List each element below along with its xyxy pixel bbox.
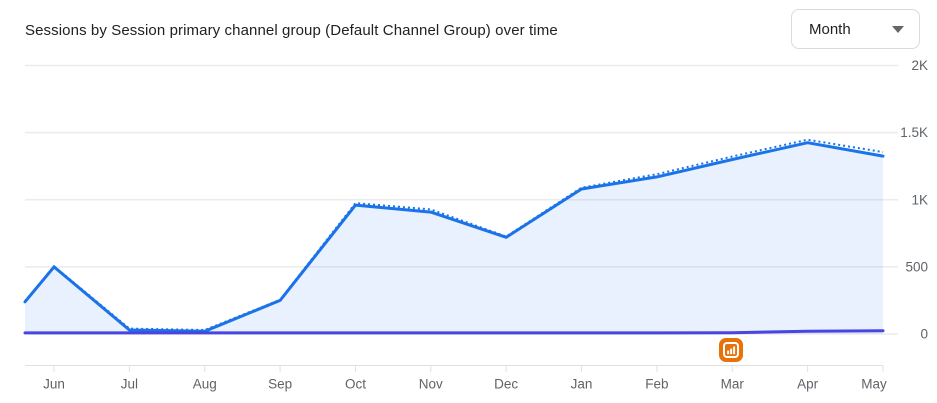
sessions-line: [23, 141, 885, 333]
x-axis-label: Jan: [571, 377, 593, 392]
chart-title: Sessions by Session primary channel grou…: [25, 22, 558, 39]
x-axis-label: May: [861, 377, 887, 392]
y-axis-label: 1K: [911, 192, 928, 207]
x-axis-label: Aug: [193, 377, 217, 392]
y-axis-label: 500: [905, 259, 928, 274]
y-axis-label: 1.5K: [900, 125, 928, 140]
insight-marker-button[interactable]: [719, 338, 743, 362]
secondary-channel-line: [23, 329, 885, 335]
x-axis-label: Nov: [419, 377, 443, 392]
x-axis-label: Apr: [797, 377, 819, 392]
y-axis-label: 0: [920, 327, 928, 342]
granularity-dropdown-value: Month: [809, 20, 851, 38]
granularity-dropdown[interactable]: Month: [791, 9, 920, 49]
x-axis-label: Dec: [494, 377, 518, 392]
x-axis-label: Jul: [121, 377, 138, 392]
x-axis-label: Oct: [345, 377, 366, 392]
x-axis-label: Jun: [43, 377, 65, 392]
y-axis-label: 2K: [911, 58, 928, 73]
x-axis-label: Sep: [268, 377, 292, 392]
bar-chart-icon: [723, 342, 739, 358]
chevron-down-icon: [892, 25, 904, 33]
sessions-area: [25, 142, 883, 334]
sessions-dotted-line: [24, 138, 884, 331]
x-axis-label: Feb: [645, 377, 668, 392]
x-axis-label: Mar: [721, 377, 745, 392]
